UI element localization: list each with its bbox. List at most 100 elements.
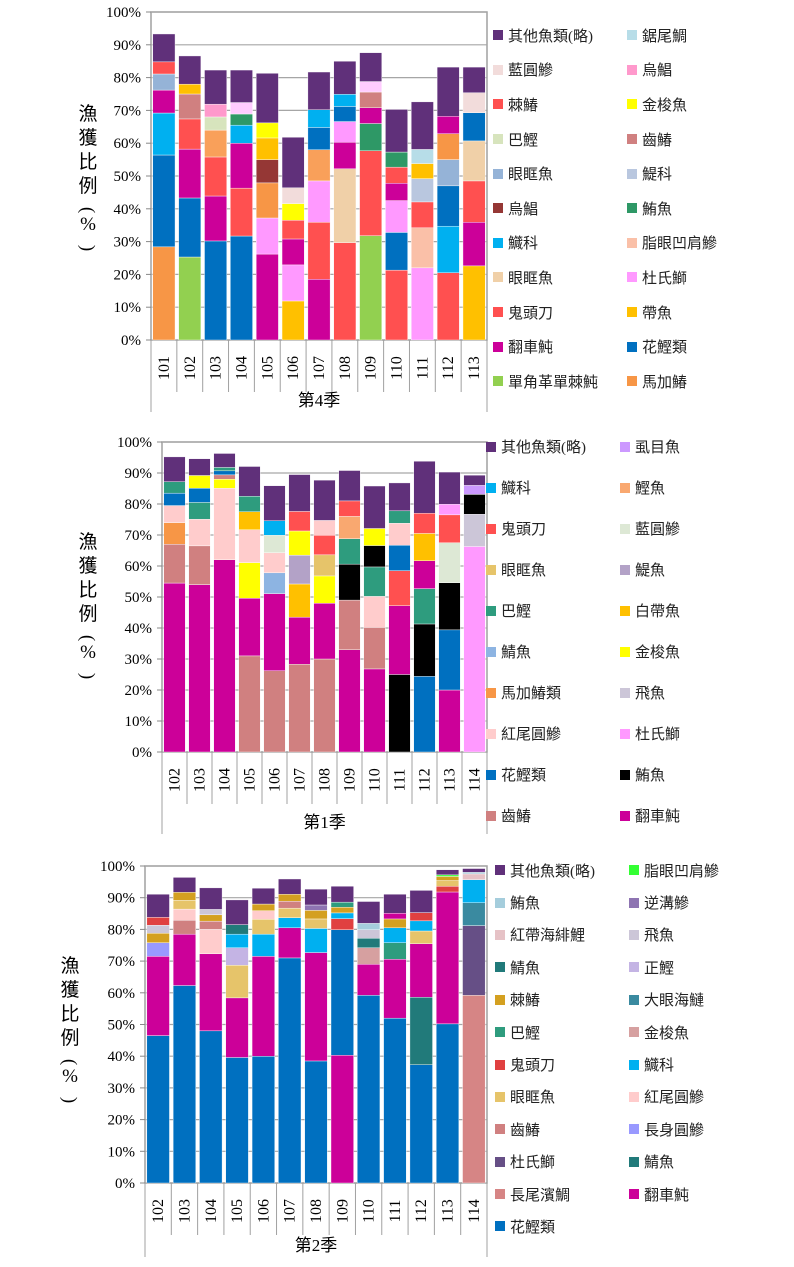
bar-segment xyxy=(163,582,186,753)
bar-segment xyxy=(359,81,383,93)
bar-segment xyxy=(188,487,211,503)
legend-label: 齒鰆 xyxy=(501,809,532,825)
x-tick-label: 104 xyxy=(217,768,234,792)
legend-swatch xyxy=(486,728,496,739)
legend-item: 金梭魚 xyxy=(620,631,760,672)
y-tick-label: 30% xyxy=(108,1081,136,1097)
bar-segment xyxy=(178,55,202,85)
bar-segment xyxy=(363,627,386,670)
legend-item: 長尾濱鯛 xyxy=(495,1178,629,1210)
legend-swatch xyxy=(486,605,496,616)
bar-segment xyxy=(330,1055,354,1184)
legend-label: 眼眶魚 xyxy=(501,563,547,579)
legend-item: 巴鰹 xyxy=(486,590,620,631)
bar-segment xyxy=(178,256,202,341)
legend-label: 棘鰆 xyxy=(510,993,541,1010)
bar-segment xyxy=(188,518,211,547)
bar-segment xyxy=(462,879,486,903)
bar-segment xyxy=(251,1055,275,1184)
bar-segment xyxy=(307,180,331,223)
legend-item: 杜氏鰤 xyxy=(495,1146,629,1178)
legend-label: 單角革單棘魨 xyxy=(508,374,599,391)
x-tick-label: 114 xyxy=(466,1199,483,1222)
legend-item: 杜氏鰤 xyxy=(620,713,760,754)
bar-segment xyxy=(213,559,236,753)
bar-segment xyxy=(255,182,279,219)
bar-segment xyxy=(357,995,381,1184)
legend-item: 翻車魨 xyxy=(620,795,760,836)
y-tick-label: 50% xyxy=(114,169,142,185)
bar-segment xyxy=(188,502,211,520)
x-tick-label: 110 xyxy=(367,768,384,791)
x-tick-label: 103 xyxy=(192,768,209,792)
bar-segment xyxy=(304,1060,328,1184)
y-tick-label: 30% xyxy=(114,235,142,251)
bar-segment xyxy=(199,920,223,930)
x-tick-label: 104 xyxy=(233,356,250,380)
bar-segment xyxy=(333,168,357,243)
y-tick-label: 40% xyxy=(108,1049,136,1065)
x-tick-label: 109 xyxy=(334,1199,351,1223)
legend-label: 鮪魚 xyxy=(642,201,673,218)
x-tick-label: 111 xyxy=(392,769,409,792)
bar-stack xyxy=(388,482,411,753)
bar-segment xyxy=(411,201,434,229)
bar-stack xyxy=(204,69,227,341)
bar-segment xyxy=(307,279,331,341)
legend-item: 紅帶海緋鯉 xyxy=(495,919,629,951)
legend-label: 鯖魚 xyxy=(510,960,541,977)
legend-label: 齒鰆 xyxy=(642,132,673,149)
bar-segment xyxy=(178,118,202,150)
bar-segment xyxy=(385,183,408,201)
legend-swatch xyxy=(627,376,637,387)
legend-swatch xyxy=(627,168,637,179)
legend-item: 金梭魚 xyxy=(627,87,767,122)
bar-segment xyxy=(463,514,486,547)
y-tick-label: 70% xyxy=(114,103,142,119)
legend-swatch xyxy=(629,897,639,908)
legend-item: 飛魚 xyxy=(620,672,760,713)
bar-segment xyxy=(436,891,460,1025)
x-tick-label: 103 xyxy=(176,1199,193,1223)
x-tick-label: 105 xyxy=(242,768,259,792)
bar-segment xyxy=(278,907,302,918)
bar-segment xyxy=(225,947,249,966)
bar-segment xyxy=(163,456,186,482)
y-tick-label: 100% xyxy=(106,5,141,21)
bar-segment xyxy=(413,461,436,514)
bar-stack xyxy=(199,887,223,1184)
legend-item: 紅尾圓鰺 xyxy=(629,1081,769,1113)
legend-label: 長身圓鰺 xyxy=(644,1122,705,1139)
bar-segment xyxy=(255,122,279,139)
bar-segment xyxy=(152,89,176,114)
bar-segment xyxy=(359,123,383,151)
bar-stack xyxy=(338,470,361,753)
bar-segment xyxy=(199,909,223,916)
legend-label: 脂眼凹肩鰺 xyxy=(644,863,720,880)
bar-segment xyxy=(263,670,286,753)
bar-segment xyxy=(146,917,170,926)
legend-label: 白帶魚 xyxy=(635,604,681,620)
legend-label: 帶魚 xyxy=(642,305,673,322)
y-tick-label: 40% xyxy=(125,621,153,637)
legend-swatch xyxy=(495,865,505,876)
legend-item: 金梭魚 xyxy=(629,1016,769,1048)
bar-segment xyxy=(307,222,331,280)
bar-segment xyxy=(383,927,407,943)
y-tick-label: 80% xyxy=(114,71,142,87)
bar-segment xyxy=(338,470,361,502)
y-tick-label: 60% xyxy=(125,559,153,575)
bar-segment xyxy=(188,475,211,489)
bar-segment xyxy=(152,154,176,248)
bar-segment xyxy=(436,272,460,341)
legend-swatch xyxy=(629,929,639,940)
legend-swatch xyxy=(629,1156,639,1167)
legend-item: 巴鰹 xyxy=(495,1016,629,1048)
bar-segment xyxy=(409,943,433,998)
legend-label: 金梭魚 xyxy=(635,645,681,661)
legend-label: 眼眶魚 xyxy=(508,167,554,184)
y-tick-label: 20% xyxy=(114,267,142,283)
bar-segment xyxy=(230,113,253,126)
bar-segment xyxy=(413,623,436,677)
